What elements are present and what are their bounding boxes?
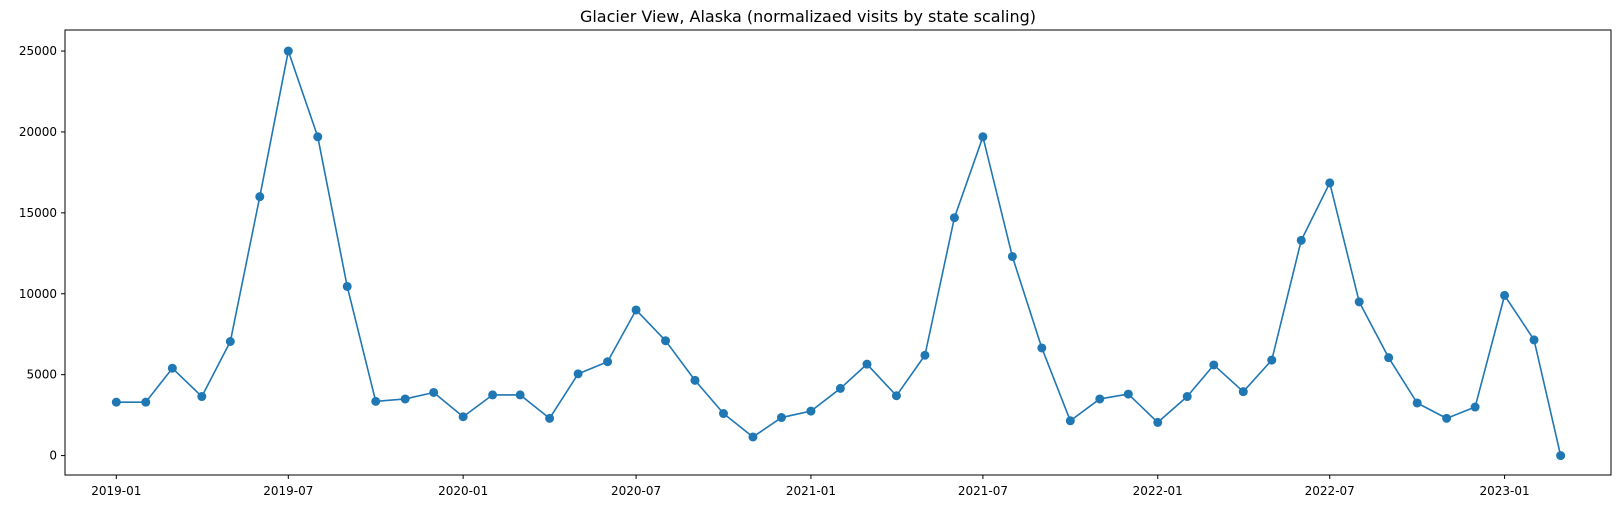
x-tick-label: 2020-01 <box>438 484 488 498</box>
data-point <box>342 281 352 291</box>
y-tick-label: 15000 <box>19 206 57 220</box>
data-point <box>776 413 786 423</box>
data-point <box>949 213 959 223</box>
data-point <box>1153 417 1163 427</box>
y-tick-label: 5000 <box>26 368 57 382</box>
y-tick-label: 10000 <box>19 287 57 301</box>
data-point <box>1412 398 1422 408</box>
data-point <box>458 412 468 422</box>
data-point <box>1470 402 1480 412</box>
chart-title: Glacier View, Alaska (normalizaed visits… <box>580 7 1036 26</box>
x-tick-label: 2021-01 <box>786 484 836 498</box>
data-point <box>862 359 872 369</box>
data-point <box>835 383 845 393</box>
y-tick-label: 20000 <box>19 125 57 139</box>
data-point <box>806 406 816 416</box>
data-point <box>197 392 207 402</box>
data-point <box>1007 252 1017 262</box>
data-point <box>1325 178 1335 188</box>
data-point <box>1267 355 1277 365</box>
data-point <box>1209 360 1219 370</box>
data-point <box>920 350 930 360</box>
x-tick-label: 2020-07 <box>611 484 661 498</box>
data-point <box>515 390 525 400</box>
data-point <box>573 369 583 379</box>
data-point <box>488 390 498 400</box>
plot-area: 0 5000 10000 15000 20000 25000 2019-01 2019-07 2… <box>19 29 1612 498</box>
data-point <box>661 336 671 346</box>
axes-frame <box>64 29 1612 476</box>
data-point <box>1556 451 1566 461</box>
data-point <box>429 387 439 397</box>
data-point <box>603 357 613 367</box>
data-point <box>283 46 293 56</box>
data-point <box>371 396 381 406</box>
data-point <box>111 397 121 407</box>
x-tick-label: 2023-01 <box>1480 484 1530 498</box>
data-point <box>748 432 758 442</box>
data-point <box>631 305 641 315</box>
data-point <box>313 132 323 142</box>
data-point <box>1095 394 1105 404</box>
data-point <box>1065 416 1075 426</box>
y-tick-label: 0 <box>49 449 57 463</box>
data-point <box>1182 392 1192 402</box>
x-tick-label: 2022-07 <box>1305 484 1355 498</box>
data-point <box>1296 235 1306 245</box>
data-point <box>1442 413 1452 423</box>
x-tick-label: 2022-01 <box>1133 484 1183 498</box>
data-point <box>255 192 265 202</box>
data-point <box>141 397 151 407</box>
data-point <box>978 132 988 142</box>
data-point <box>167 363 177 373</box>
data-point <box>1123 389 1133 399</box>
x-tick-label: 2019-07 <box>263 484 313 498</box>
data-point <box>1354 297 1364 307</box>
data-point <box>1238 387 1248 397</box>
data-point <box>891 391 901 401</box>
x-tick-label: 2021-07 <box>958 484 1008 498</box>
data-point <box>690 375 700 385</box>
data-point <box>1529 335 1539 345</box>
data-point <box>225 337 235 346</box>
y-tick-label: 25000 <box>19 44 57 58</box>
data-point <box>718 409 728 419</box>
series-line <box>116 50 1562 456</box>
data-point <box>545 413 555 423</box>
data-point <box>400 394 410 404</box>
data-point <box>1037 343 1047 353</box>
x-tick-label: 2019-01 <box>91 484 141 498</box>
data-point <box>1500 290 1510 300</box>
data-point <box>1384 353 1394 363</box>
